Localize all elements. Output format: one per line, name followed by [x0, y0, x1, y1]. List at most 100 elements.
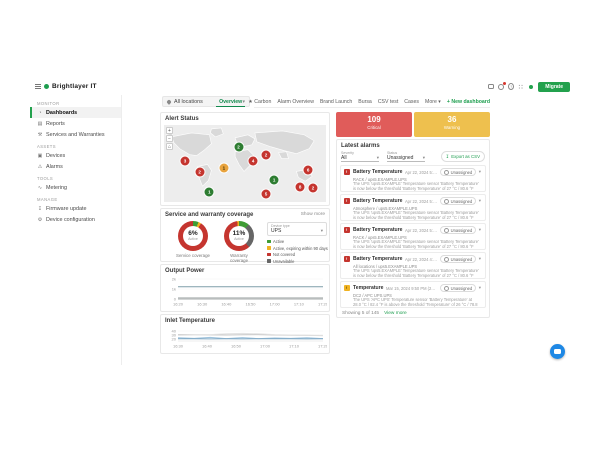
chevron-down-icon: ▾: [242, 98, 245, 105]
sidebar-item-reports[interactable]: ▤ Reports: [30, 118, 121, 129]
sidebar-item-services-and-warranties[interactable]: ⚒ Services and Warranties: [30, 129, 121, 140]
migrate-button[interactable]: Migrate: [538, 81, 570, 92]
severity-filter-value: All: [341, 155, 347, 161]
expand-caret-icon[interactable]: ▾: [478, 285, 481, 290]
donut-percent: 6%: [188, 229, 198, 237]
svg-text:17:20: 17:20: [318, 302, 327, 307]
map-zoom-out-button[interactable]: −: [166, 135, 173, 142]
sidebar-item-devices[interactable]: ▣ Devices: [30, 150, 121, 161]
svg-text:16:20: 16:20: [173, 302, 184, 307]
tab-brand-launch[interactable]: Brand Launch: [319, 98, 353, 105]
map-zoom-in-button[interactable]: +: [166, 127, 173, 134]
tab-cases[interactable]: Cases: [404, 98, 420, 105]
svg-text:20: 20: [172, 336, 177, 341]
alarm-title: Battery Temperature: [353, 198, 403, 204]
unassigned-badge[interactable]: Unassigned: [440, 226, 477, 234]
legend-swatch: [267, 246, 271, 250]
reports-icon: ▤: [37, 120, 43, 127]
tab-overview[interactable]: Overview: [216, 97, 246, 107]
warning-count: 36: [447, 115, 457, 124]
view-more-link[interactable]: View more: [384, 311, 407, 316]
warning-summary-card[interactable]: 36 Warning: [414, 112, 490, 137]
status-dot-icon: [528, 84, 534, 90]
svg-text:17:00: 17:00: [270, 302, 281, 307]
coverage-donuts: 6% Active Service coverage 11% Active Warrant…: [175, 221, 257, 265]
unassigned-badge[interactable]: Unassigned: [440, 168, 477, 176]
warranty-icon: ⚒: [37, 131, 43, 138]
hamburger-menu-icon[interactable]: [35, 84, 41, 89]
brand-name: Brightlayer IT: [52, 83, 97, 90]
map-marker-critical[interactable]: 3: [180, 156, 190, 166]
location-pin-icon: [166, 98, 172, 105]
sidebar-item-firmware-update[interactable]: ↧ Firmware update: [30, 203, 121, 214]
svg-text:16:50: 16:50: [245, 302, 256, 307]
top-app-bar: Brightlayer IT ? Migrate: [30, 79, 575, 94]
device-type-value: UPS: [271, 228, 282, 234]
tab-bursa[interactable]: Bursa: [358, 98, 372, 105]
legend-swatch: [267, 239, 271, 244]
svg-text:30: 30: [172, 332, 177, 337]
map-marker-warning[interactable]: 1: [219, 163, 229, 173]
alarm-title: Battery Temperature: [353, 227, 403, 233]
map-marker-critical[interactable]: 2: [195, 167, 205, 177]
map-marker-critical[interactable]: 8: [295, 182, 305, 192]
map-marker-ok[interactable]: 1: [204, 187, 214, 197]
map-zoom-controls: + − ⌂: [166, 127, 173, 150]
tab-alarm-overview[interactable]: Alarm Overview: [277, 98, 314, 105]
help-icon[interactable]: ?: [508, 83, 515, 90]
map-marker-critical[interactable]: 4: [248, 156, 258, 166]
map-marker-ok[interactable]: 1: [269, 175, 279, 185]
critical-count: 109: [367, 115, 381, 124]
export-csv-button[interactable]: ↧ Export as CSV: [440, 151, 485, 162]
alarm-item[interactable]: ! Temperature Mar 15, 2024 9:50 PM (28 m) U…: [340, 281, 486, 308]
location-filter-select[interactable]: All locations ▾: [162, 96, 250, 107]
expand-caret-icon[interactable]: ▾: [478, 198, 481, 203]
map-marker-critical[interactable]: 2: [261, 150, 271, 160]
alarm-list-footer: Showing 5 of 145 View more: [337, 310, 489, 317]
unassigned-badge[interactable]: Unassigned: [440, 255, 477, 263]
alarm-source: Atmosphere / ups5.EXAMPLE.UPS: [353, 205, 418, 211]
sidebar-item-device-configuration[interactable]: ⚙ Device configuration: [30, 214, 121, 225]
unassigned-badge[interactable]: Unassigned: [440, 197, 477, 205]
device-type-select[interactable]: Device type UPS ▾: [267, 222, 327, 236]
sidebar-item-metering[interactable]: ∿ Metering: [30, 182, 121, 193]
status-filter-select[interactable]: Status Unassigned ▾: [387, 151, 425, 162]
metering-icon: ∿: [37, 184, 43, 191]
sidebar-item-label: Alarms: [46, 163, 63, 170]
severity-filter-select[interactable]: Severity All ▾: [341, 151, 379, 162]
show-more-link[interactable]: Show more: [300, 212, 325, 217]
chat-icon[interactable]: [488, 83, 495, 90]
donut-ring: 11% Active: [224, 221, 254, 251]
alarm-title: Temperature: [353, 285, 384, 291]
sidebar-item-alarms[interactable]: ⚠ Alarms: [30, 161, 121, 172]
chat-fab-button[interactable]: [550, 344, 565, 359]
map-marker-critical[interactable]: 5: [261, 189, 271, 199]
expand-caret-icon[interactable]: ▾: [478, 227, 481, 232]
tab-csv-test[interactable]: CSV test: [377, 98, 399, 105]
tab-carbon[interactable]: ★ Carbon: [248, 98, 272, 105]
dashboard-icon: ◔: [38, 109, 42, 116]
new-dashboard-link[interactable]: + New dashboard: [446, 98, 490, 105]
sidebar-item-dashboards[interactable]: ◔ Dashboards: [30, 107, 121, 118]
expand-caret-icon[interactable]: ▾: [478, 256, 481, 261]
person-icon: [444, 227, 450, 233]
expand-caret-icon[interactable]: ▾: [478, 169, 481, 174]
map-marker-critical[interactable]: 2: [308, 183, 318, 193]
map-marker-ok[interactable]: 2: [234, 142, 244, 152]
critical-summary-card[interactable]: 109 Critical: [336, 112, 412, 137]
donut-warranty-coverage: 11% Active Warranty coverage: [221, 221, 257, 265]
alarm-timestamp: Mar 15, 2024 9:50 PM (28 m): [385, 285, 438, 291]
map-home-button[interactable]: ⌂: [166, 143, 173, 150]
tab-more[interactable]: More ▾: [425, 98, 441, 105]
map-marker-critical[interactable]: 6: [303, 165, 313, 175]
apps-grid-icon[interactable]: [518, 83, 524, 90]
notifications-bell-icon[interactable]: [498, 82, 506, 90]
unassigned-badge[interactable]: Unassigned: [440, 284, 477, 292]
devices-icon: ▣: [37, 152, 43, 159]
